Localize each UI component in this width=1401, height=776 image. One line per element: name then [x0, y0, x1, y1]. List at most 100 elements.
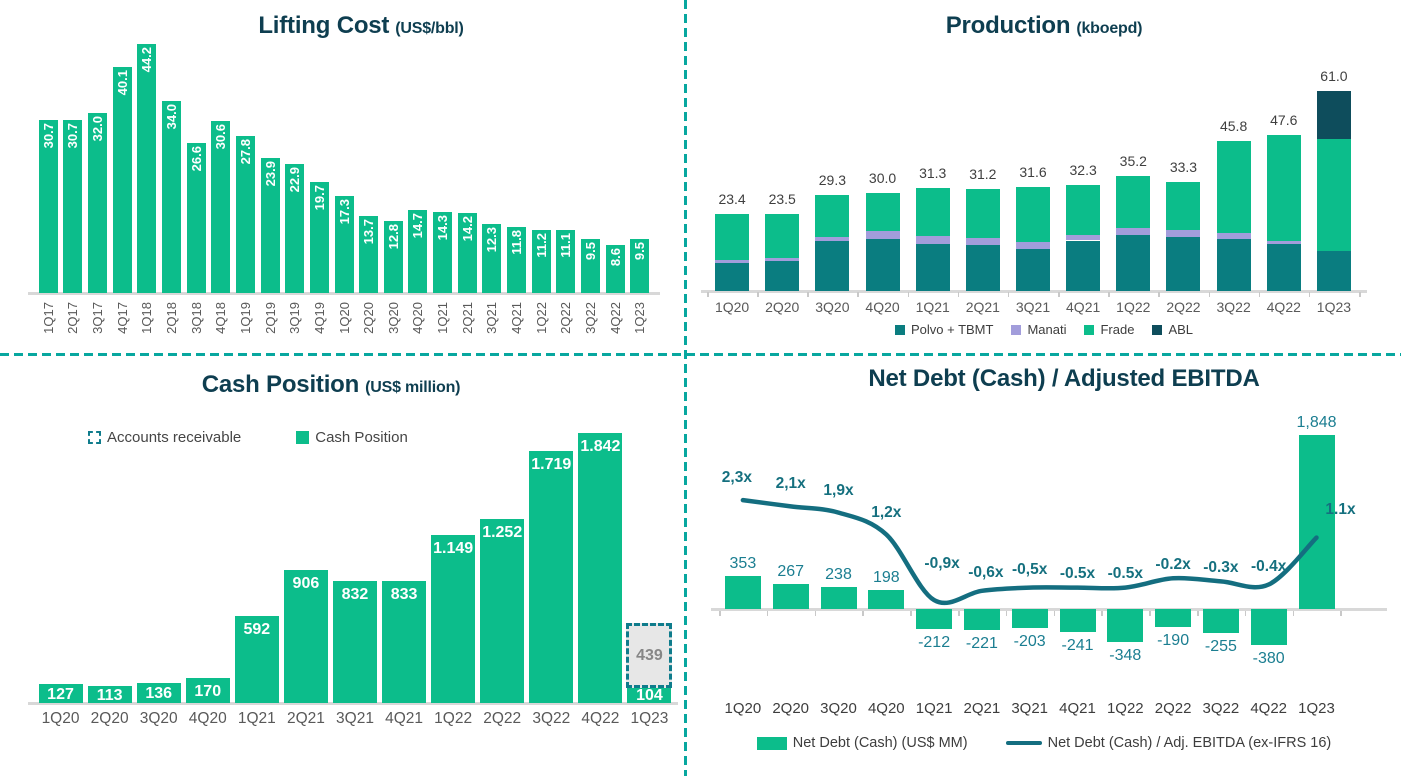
- bar-value-label-text: 30.7: [65, 123, 81, 149]
- x-axis-label: 4Q21: [1059, 700, 1096, 717]
- segment-frade: [865, 192, 900, 232]
- bar-value-label: -380: [1252, 649, 1285, 667]
- bar-value-label: 1,848: [1296, 414, 1337, 432]
- segment-frade: [1116, 175, 1151, 229]
- vertical-dashed-divider: [684, 0, 687, 776]
- axis-tick: [862, 610, 864, 616]
- bar-value-label-text: 22.9: [287, 166, 303, 193]
- bar-value-label-text: 14.3: [435, 215, 451, 241]
- bar-value-label-text: 9.5: [582, 242, 598, 261]
- segment-polvo-tbmt: [1066, 240, 1101, 291]
- segment-manati: [865, 231, 900, 240]
- bar-value-label: 1.719: [531, 456, 572, 474]
- segment-manati: [965, 238, 1000, 246]
- segment-polvo-tbmt: [915, 243, 950, 291]
- axis-tick: [1053, 610, 1056, 616]
- x-axis-label-text: 1Q20: [336, 302, 352, 334]
- x-axis-label-text: 2Q17: [65, 302, 81, 334]
- segment-frade: [1066, 185, 1101, 235]
- netdebt-bar-3Q20: [820, 586, 857, 609]
- segment-polvo-tbmt: [1316, 251, 1351, 291]
- x-axis-label-text: 4Q21: [508, 302, 524, 334]
- lifting-bar-1Q22: [531, 229, 551, 293]
- lifting-cost-title: Lifting Cost (US$/bbl): [0, 12, 686, 40]
- total-label: 32.3: [1069, 162, 1097, 179]
- segment-manati: [1116, 228, 1151, 235]
- segment-manati: [1016, 242, 1050, 249]
- axis-tick: [1058, 292, 1060, 297]
- bar-value-label: 136: [145, 685, 173, 703]
- x-axis-label: 3Q20: [139, 710, 178, 727]
- lifting-bar-4Q17: [112, 67, 132, 293]
- legend-item-manati: Manati: [1011, 322, 1066, 337]
- x-axis-label: 3Q20: [815, 299, 850, 315]
- total-label: 61.0: [1320, 68, 1348, 84]
- axis-tick: [707, 292, 709, 297]
- axis-tick: [1149, 610, 1151, 616]
- x-axis-label: 2Q20: [765, 299, 800, 315]
- title-unit: (US$/bbl): [395, 20, 464, 37]
- axis-tick: [1340, 610, 1342, 616]
- segment-frade: [965, 188, 1000, 239]
- x-axis-label: 3Q22: [1216, 299, 1251, 315]
- segment-polvo-tbmt: [1016, 248, 1050, 291]
- bar-value-label: -203: [1013, 633, 1046, 651]
- legend-label: Net Debt (Cash) / Adj. EBITDA (ex-IFRS 1…: [1047, 735, 1332, 751]
- x-axis-label: 3Q22: [532, 710, 571, 727]
- lifting-bar-3Q17: [88, 112, 108, 293]
- net-debt-plot: 353 1Q20 267 2Q20 238 3Q20 198 4Q20 -212 1Q21 -221…: [687, 357, 1401, 776]
- segment-polvo-tbmt: [1166, 237, 1201, 291]
- x-axis-label: 3Q22: [1202, 700, 1240, 717]
- net-debt-title: Net Debt (Cash) / Adjusted EBITDA: [687, 365, 1401, 393]
- x-axis-label: 2Q21: [286, 710, 325, 727]
- lifting-bar-2Q21: [457, 213, 477, 293]
- ratio-label: -0.5x: [1107, 564, 1143, 582]
- lifting-bar-3Q22: [580, 239, 600, 293]
- cash-position-chart: Cash Position (US$ million) Accounts rece…: [0, 357, 686, 776]
- legend-label: Accounts receivable: [107, 429, 242, 446]
- ratio-label: 1,9x: [823, 481, 854, 499]
- dashed-box-icon: [88, 431, 101, 444]
- netdebt-bar-3Q21: [1011, 609, 1048, 629]
- x-axis-label: 4Q22: [1266, 299, 1301, 315]
- lifting-bar-1Q21: [433, 212, 453, 293]
- segment-manati: [1066, 234, 1101, 241]
- legend-swatch-icon: [1084, 324, 1095, 335]
- x-axis-label-text: 3Q21: [484, 302, 500, 334]
- bar-value-label-text: 17.3: [336, 198, 352, 224]
- x-axis-label-text: 3Q18: [188, 302, 204, 334]
- legend-item-accounts-receivable: Accounts receivable: [88, 429, 241, 446]
- axis-tick: [1292, 610, 1295, 616]
- bar-value-label: 1.149: [433, 539, 474, 557]
- axis-tick: [1158, 292, 1160, 297]
- x-axis-label: 3Q21: [336, 710, 374, 727]
- axis-tick: [757, 292, 759, 297]
- x-axis-label: 1Q22: [434, 710, 473, 727]
- segment-frade: [1266, 134, 1301, 242]
- legend-label: Frade: [1100, 322, 1135, 337]
- x-axis-label: 3Q20: [820, 700, 857, 717]
- netdebt-bar-2Q22: [1155, 609, 1192, 627]
- bar-value-label: 127: [47, 685, 74, 703]
- lifting-bar-4Q22: [605, 244, 625, 293]
- x-axis-label-text: 4Q22: [607, 302, 623, 334]
- lifting-bar-1Q19: [235, 136, 255, 293]
- bar-value-label: 198: [872, 569, 900, 587]
- x-axis-label: 2Q21: [965, 299, 1000, 315]
- lifting-bar-1Q18: [137, 44, 157, 293]
- axis-tick: [814, 610, 817, 616]
- x-axis-label: 1Q20: [724, 700, 762, 717]
- x-axis-label-text: 3Q17: [90, 302, 106, 334]
- x-axis: [701, 290, 1367, 293]
- bar-value-label: -255: [1204, 637, 1237, 655]
- title-text: Net Debt (Cash) / Adjusted EBITDA: [868, 365, 1260, 392]
- ratio-label: 2,3x: [721, 469, 752, 487]
- x-axis-label: 1Q23: [1316, 299, 1352, 315]
- total-label: 33.3: [1169, 158, 1198, 175]
- ratio-label: 1.1x: [1325, 500, 1356, 518]
- title-text: Cash Position: [201, 371, 360, 398]
- segment-manati: [1166, 229, 1201, 238]
- cash-bar-3Q22: [529, 451, 574, 703]
- lifting-bar-3Q20: [383, 220, 403, 293]
- ratio-label: -0.5x: [1059, 564, 1096, 582]
